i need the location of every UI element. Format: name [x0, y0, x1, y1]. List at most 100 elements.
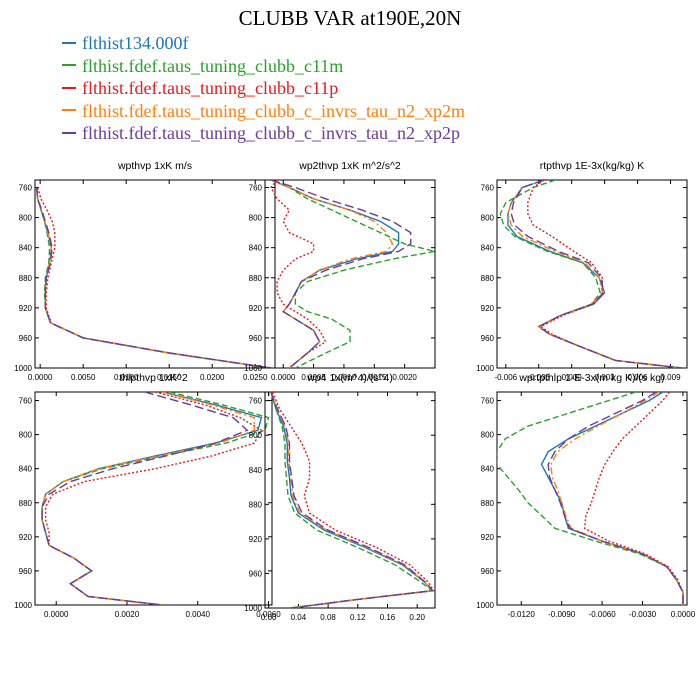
y-tick-label: 800: [19, 214, 33, 223]
legend-label: flthist.fdef.taus_tuning_clubb_c_invrs_t…: [82, 123, 460, 143]
legend-swatch: [62, 131, 76, 134]
legend-swatch: [62, 109, 76, 112]
series-line: [41, 392, 270, 605]
x-tick-label: -0.003: [527, 373, 550, 382]
chart-panel: wprtpthlp 1-E-3x(m kg K)/(s kg) 760 800 840…: [476, 372, 696, 619]
legend-entry: flthist.fdef.taus_tuning_clubb_c_invrs_t…: [62, 100, 465, 123]
chart-title: wpthvp 1xK m/s: [117, 160, 192, 172]
x-tick-label: -0.0090: [548, 610, 576, 619]
y-tick-label: 800: [249, 431, 263, 440]
plot-frame: [496, 179, 688, 369]
y-tick-label: 880: [249, 274, 263, 283]
chart-title: wp4 1x(m^4)/(s^4): [306, 372, 393, 384]
y-tick-label: 960: [249, 569, 263, 578]
series-line: [270, 180, 400, 368]
y-tick-label: 800: [481, 431, 495, 440]
series-line: [270, 180, 435, 368]
y-tick-label: 1000: [14, 364, 32, 373]
chart-panel: rtpthvp 1E-3x(kg/kg) K 760 800 840 880 920 960…: [476, 160, 688, 382]
y-tick-label: 880: [19, 274, 33, 283]
series-line: [270, 392, 434, 608]
plot-frame: [264, 179, 436, 369]
series-line: [510, 180, 682, 368]
legend: flthist134.000f flthist.fdef.taus_tuning…: [62, 32, 465, 145]
chart-panel: wp4 1x(m^4)/(s^4) 760 800 840 880 920 960 1000 0…: [244, 372, 436, 622]
plot-frame: [496, 391, 688, 606]
x-tick-label: -0.0030: [629, 610, 657, 619]
y-tick-label: 920: [481, 304, 495, 313]
x-tick-label: 0.0000: [271, 373, 296, 382]
y-tick-label: 920: [19, 304, 33, 313]
y-tick-label: 920: [249, 304, 263, 313]
page-title: CLUBB VAR at190E,20N: [238, 6, 462, 30]
y-tick-label: 880: [481, 499, 495, 508]
series-line: [270, 392, 435, 608]
series-line: [507, 180, 682, 368]
x-tick-label: 0.003: [595, 373, 616, 382]
y-tick-label: 960: [481, 334, 495, 343]
y-tick-label: 960: [481, 567, 495, 576]
y-tick-label: 760: [249, 184, 263, 193]
y-tick-label: 1000: [14, 601, 32, 610]
series-line: [550, 392, 684, 605]
y-tick-label: 840: [19, 244, 33, 253]
y-tick-label: 840: [249, 466, 263, 475]
y-tick-label: 800: [249, 214, 263, 223]
x-tick-label: -0.0060: [589, 610, 617, 619]
y-tick-label: 800: [19, 431, 33, 440]
y-tick-label: 840: [19, 465, 33, 474]
y-tick-label: 760: [481, 184, 495, 193]
y-tick-label: 880: [249, 500, 263, 509]
legend-swatch: [62, 86, 76, 89]
x-tick-label: 0.08: [320, 613, 336, 622]
x-tick-label: 0.000: [562, 373, 583, 382]
y-tick-label: 760: [249, 397, 263, 406]
legend-swatch: [62, 41, 76, 44]
y-tick-label: 1000: [244, 364, 262, 373]
y-tick-label: 960: [249, 334, 263, 343]
chart-panel: wpthvp 1xK m/s76080084088092096010000.00…: [14, 160, 276, 382]
x-tick-label: 0.0100: [114, 373, 139, 382]
y-tick-label: 920: [19, 533, 33, 542]
legend-entry: flthist134.000f: [62, 32, 465, 55]
plot-frame: [264, 391, 436, 609]
series-line: [540, 392, 684, 605]
y-tick-label: 960: [19, 567, 33, 576]
chart-title: thlpthvp 1xK^2: [119, 372, 188, 384]
y-tick-label: 1000: [476, 601, 494, 610]
chart-panel: thlpthvp 1xK^2 760 800 840 880 920 960 1000 0.00…: [14, 372, 281, 619]
x-tick-label: 0.0015: [362, 373, 387, 382]
chart-panel: wp2thvp 1xK m^2/s^2 760 800 840 880 920 960 100…: [244, 160, 436, 382]
legend-entry: flthist.fdef.taus_tuning_clubb_c11p: [62, 77, 465, 100]
x-tick-label: -0.006: [494, 373, 517, 382]
legend-swatch: [62, 64, 76, 67]
x-tick-label: 0.0005: [301, 373, 326, 382]
series-line: [499, 180, 682, 368]
series-line: [270, 180, 412, 368]
series-line: [36, 187, 271, 368]
y-tick-label: 760: [481, 397, 495, 406]
series-line: [527, 180, 682, 368]
series-line: [36, 187, 271, 368]
legend-label: flthist134.000f: [82, 33, 189, 53]
series-line: [41, 392, 256, 605]
series-line: [583, 392, 684, 605]
plot-frame: [34, 391, 273, 606]
x-tick-label: 0.0000: [28, 373, 53, 382]
y-tick-label: 920: [249, 535, 263, 544]
legend-label: flthist.fdef.taus_tuning_clubb_c_invrs_t…: [82, 100, 465, 121]
chart-title: wp2thvp 1xK m^2/s^2: [298, 160, 401, 172]
x-tick-label: 0.0150: [157, 373, 182, 382]
y-tick-label: 1000: [244, 604, 262, 613]
y-tick-label: 1000: [476, 364, 494, 373]
x-tick-label: 0.0010: [332, 373, 357, 382]
series-line: [271, 392, 435, 608]
y-tick-label: 920: [481, 533, 495, 542]
chart-title: wprtpthlp 1-E-3x(m kg K)/(s kg): [518, 372, 664, 384]
series-line: [36, 187, 271, 368]
x-tick-label: 0.12: [350, 613, 366, 622]
x-tick-label: 0.20: [409, 613, 425, 622]
y-tick-label: 880: [481, 274, 495, 283]
x-tick-label: 0.0020: [115, 610, 140, 619]
